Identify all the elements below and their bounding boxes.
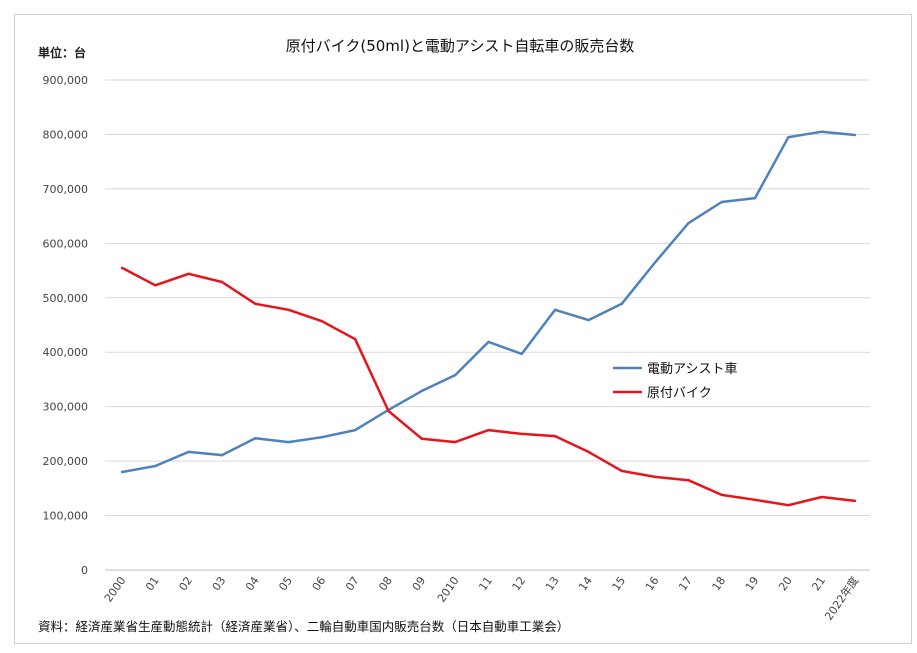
x-tick-label: 2022年度 xyxy=(821,574,861,623)
data-point xyxy=(220,453,224,457)
x-tick-label: 09 xyxy=(410,574,429,593)
data-point xyxy=(154,284,157,287)
data-point xyxy=(387,409,390,413)
data-point xyxy=(553,434,557,438)
data-point xyxy=(853,133,857,137)
data-point xyxy=(853,499,857,503)
data-point xyxy=(320,435,324,439)
x-tick-label: 14 xyxy=(576,574,595,593)
data-point xyxy=(220,280,224,284)
x-tick-label: 08 xyxy=(376,574,395,593)
data-point xyxy=(287,308,290,311)
data-point xyxy=(187,272,190,276)
unit-label: 単位：台 xyxy=(38,45,86,60)
chart-title: 原付バイク(50ml)と電動アシスト自転車の販売台数 xyxy=(286,37,635,55)
data-point xyxy=(787,135,790,139)
data-point xyxy=(287,440,290,444)
data-point xyxy=(420,437,424,440)
data-point xyxy=(720,200,723,204)
x-tick-label: 04 xyxy=(243,574,262,593)
data-point xyxy=(720,493,723,497)
data-point xyxy=(354,428,357,432)
data-point xyxy=(653,261,657,264)
x-tick-label: 16 xyxy=(643,574,662,593)
data-point xyxy=(653,475,657,479)
y-tick-label: 0 xyxy=(81,564,88,577)
data-point xyxy=(354,337,357,341)
legend-label: 原付バイク xyxy=(647,386,712,401)
x-tick-label: 15 xyxy=(610,574,629,593)
data-point xyxy=(687,221,690,225)
data-point xyxy=(587,450,590,454)
x-tick-label: 20 xyxy=(776,574,795,593)
x-tick-label: 06 xyxy=(310,574,329,593)
series-line xyxy=(121,266,856,507)
data-point xyxy=(787,504,790,507)
y-tick-label: 800,000 xyxy=(43,128,89,141)
x-tick-label: 03 xyxy=(210,574,229,593)
data-point xyxy=(520,432,524,436)
data-point xyxy=(553,308,557,311)
y-tick-label: 600,000 xyxy=(43,237,89,250)
series-line xyxy=(121,130,856,474)
legend-label: 電動アシスト車 xyxy=(647,362,737,377)
x-tick-label: 2010 xyxy=(435,574,462,604)
data-point xyxy=(520,352,524,356)
data-point xyxy=(487,340,490,344)
data-point xyxy=(254,302,257,305)
y-tick-label: 400,000 xyxy=(43,346,89,359)
data-point xyxy=(587,318,590,322)
data-point xyxy=(620,469,623,473)
y-tick-label: 700,000 xyxy=(43,183,89,196)
y-tick-label: 300,000 xyxy=(43,401,89,414)
data-point xyxy=(154,464,157,468)
y-tick-label: 500,000 xyxy=(43,292,89,305)
x-tick-label: 12 xyxy=(510,574,529,593)
x-tick-label: 01 xyxy=(143,574,162,593)
x-tick-label: 2000 xyxy=(102,574,129,604)
data-point xyxy=(620,302,623,305)
chart-frame xyxy=(14,14,912,644)
x-tick-label: 21 xyxy=(809,574,828,593)
y-tick-label: 100,000 xyxy=(43,510,89,523)
y-tick-label: 200,000 xyxy=(43,455,89,468)
x-tick-label: 19 xyxy=(743,574,762,593)
data-point xyxy=(120,266,124,270)
x-tick-label: 07 xyxy=(343,574,362,593)
data-point xyxy=(687,478,690,482)
data-point xyxy=(753,498,757,501)
x-tick-label: 17 xyxy=(676,574,695,593)
data-point xyxy=(320,319,324,323)
x-tick-label: 11 xyxy=(476,574,495,593)
y-tick-label: 900,000 xyxy=(43,74,89,87)
data-point xyxy=(753,196,757,200)
x-tick-label: 13 xyxy=(543,574,562,593)
data-point xyxy=(820,495,823,499)
data-point xyxy=(487,428,490,432)
x-tick-label: 02 xyxy=(176,574,195,593)
data-point xyxy=(453,440,457,444)
data-point xyxy=(420,389,424,393)
data-point xyxy=(120,470,124,474)
x-tick-label: 05 xyxy=(276,574,295,593)
data-point xyxy=(187,450,190,454)
data-point xyxy=(820,130,823,133)
data-point xyxy=(453,373,457,377)
data-point xyxy=(254,437,257,440)
source-note: 資料：経済産業省生産動態統計（経済産業省）、二輪自動車国内販売台数（日本自動車工… xyxy=(38,619,569,634)
x-tick-label: 18 xyxy=(710,574,729,593)
